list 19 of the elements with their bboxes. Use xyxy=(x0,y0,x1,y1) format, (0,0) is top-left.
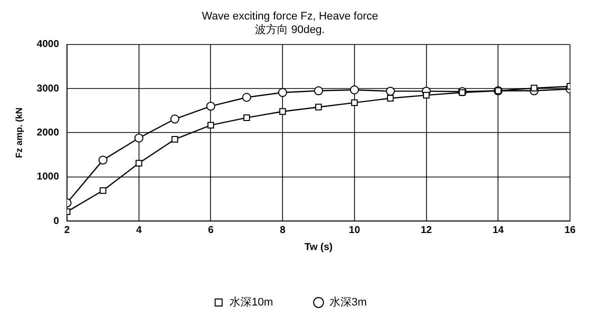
x-tick-label: 2 xyxy=(64,224,70,236)
x-tick-label: 16 xyxy=(564,224,576,236)
x-tick-label: 10 xyxy=(348,224,360,236)
text: 波方向 90deg. xyxy=(255,24,325,36)
y-tick-label: 3000 xyxy=(36,83,60,94)
legend-label: 水深3m xyxy=(330,296,367,309)
legend-label: 水深10m xyxy=(230,296,274,309)
x-tick-label: 8 xyxy=(280,224,286,236)
y-tick-label: 0 xyxy=(53,216,60,227)
y-tick-label: 4000 xyxy=(36,39,60,50)
y-tick-label: 2000 xyxy=(36,127,60,138)
x-tick-label: 12 xyxy=(420,224,432,236)
y-axis-title: Fz amp. (kN xyxy=(14,107,24,158)
text: Wave exciting force Fz, Heave force xyxy=(202,10,378,23)
x-tick-label: 14 xyxy=(492,224,504,236)
x-tick-label: 6 xyxy=(208,224,214,236)
x-axis-title: Tw (s) xyxy=(304,242,333,253)
y-tick-label: 1000 xyxy=(36,172,60,183)
x-tick-label: 4 xyxy=(136,224,142,236)
